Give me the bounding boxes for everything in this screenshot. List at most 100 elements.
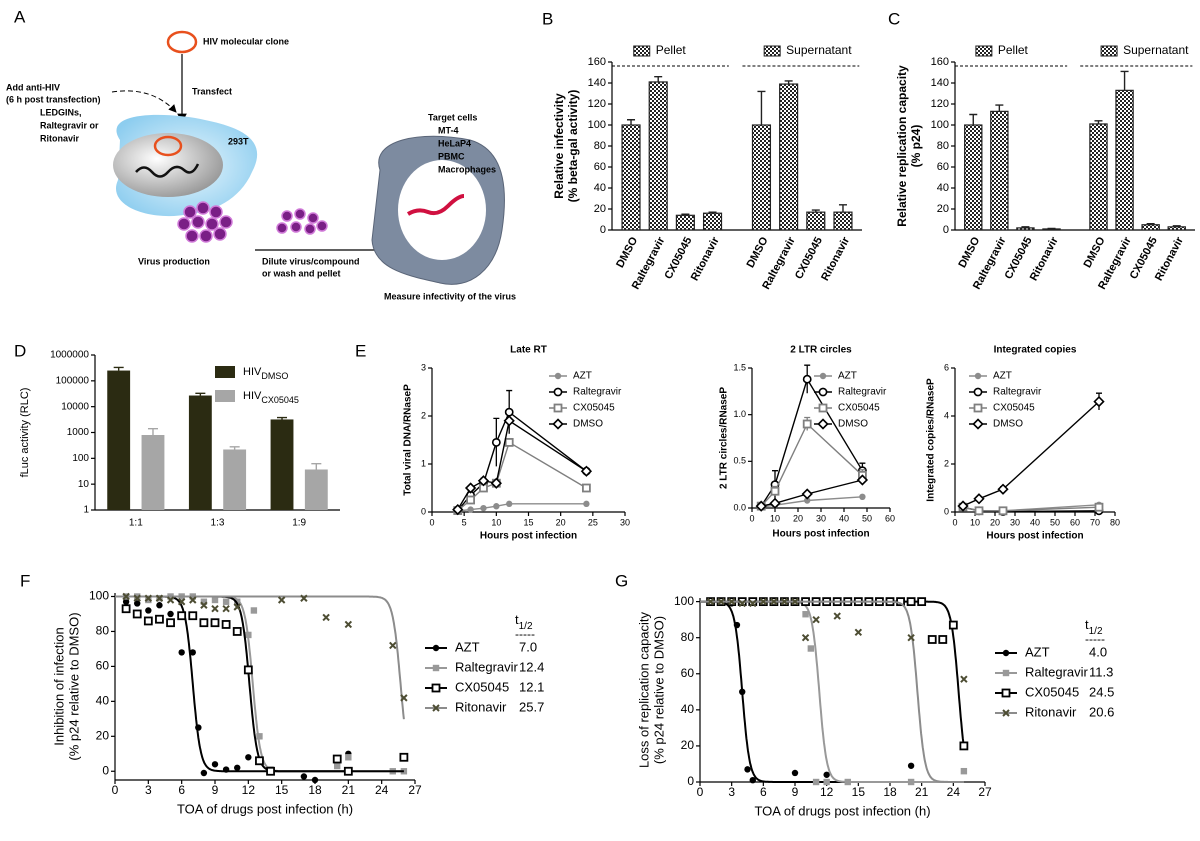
- data-point: [802, 419, 812, 429]
- data-point: [234, 764, 241, 771]
- panel-label: A: [14, 7, 26, 26]
- diagram-label: (6 h post transfection): [6, 94, 101, 104]
- y-tick-label: 40: [96, 694, 110, 708]
- data-point: [300, 594, 308, 602]
- chart-title: 2 LTR circles: [790, 345, 852, 356]
- data-point: [759, 597, 768, 606]
- data-point: [749, 776, 756, 784]
- legend-marker: [553, 403, 563, 413]
- data-point: [802, 611, 809, 618]
- x-tick-label: 27: [408, 783, 422, 797]
- fit-curve: [115, 595, 405, 720]
- data-point: [166, 618, 175, 628]
- data-point: [122, 598, 130, 605]
- data-point: [133, 594, 141, 602]
- data-point: [804, 497, 811, 504]
- diagram-label: Transfect: [192, 86, 232, 96]
- line: [457, 441, 587, 512]
- data-point: [801, 633, 810, 642]
- error-bar: [627, 119, 636, 125]
- error-bar: [229, 446, 240, 450]
- y-tick-label: 0: [943, 224, 949, 236]
- data-point: [211, 596, 219, 604]
- x-tick-label: 18: [883, 785, 897, 799]
- panel-label: E: [355, 341, 366, 360]
- data-point: [222, 766, 230, 773]
- data-point: [266, 766, 275, 776]
- diagram-label: or wash and pellet: [262, 268, 341, 278]
- legend-marker: [973, 403, 983, 413]
- t-half-value: 20.6: [1089, 704, 1114, 719]
- t-half-header: t1/2: [515, 612, 533, 632]
- error-bar: [1120, 70, 1129, 91]
- data-point: [222, 598, 230, 605]
- x-tick-label: 20: [990, 517, 1000, 527]
- data-point: [960, 675, 968, 683]
- data-point: [155, 594, 164, 602]
- x-axis-label: Hours post infection: [480, 531, 577, 542]
- data-point: [749, 599, 757, 608]
- bar: [1089, 123, 1108, 231]
- diagram-label: LEDGINs,: [40, 107, 82, 117]
- data-point: [844, 778, 851, 786]
- legend-label: HIVDMSO: [243, 366, 288, 381]
- y-tick-label: 0: [944, 506, 949, 516]
- x-tick-label: 0: [749, 513, 754, 523]
- bar: [1042, 228, 1061, 231]
- x-axis-label: Hours post infection: [986, 531, 1083, 542]
- data-point: [801, 488, 813, 500]
- x-tick-label: 21: [342, 783, 356, 797]
- data-point: [167, 610, 174, 618]
- y-tick-label: 80: [681, 630, 695, 644]
- y-axis-label: (% p24 relative to DMSO): [651, 616, 666, 764]
- plasmid: [153, 135, 183, 157]
- legend-subscript: DMSO: [261, 371, 288, 381]
- data-point: [927, 635, 937, 644]
- data-point: [343, 766, 353, 776]
- bar: [751, 124, 772, 231]
- x-tick-label: 1:1: [129, 518, 143, 529]
- diagram-label: PBMC: [438, 151, 465, 161]
- y-tick-label: 0: [687, 774, 694, 788]
- error-bar: [757, 90, 766, 125]
- data-point: [145, 596, 152, 604]
- x-tick-label: 60: [1070, 517, 1080, 527]
- legend-label: CX05045: [455, 679, 509, 694]
- data-point: [399, 752, 409, 762]
- data-point: [823, 778, 830, 786]
- legend-label: Raltegravir: [573, 387, 622, 398]
- t-half-rule: -----: [1085, 632, 1105, 646]
- bar: [675, 214, 695, 231]
- data-point: [769, 497, 781, 509]
- x-tick-label: 6: [178, 783, 185, 797]
- y-axis-label: Relative replication capacity: [895, 65, 909, 227]
- t-half-base: t: [1085, 617, 1089, 632]
- data-point: [311, 776, 319, 784]
- legend-label: Raltegravir: [838, 387, 887, 398]
- data-point: [1094, 502, 1104, 512]
- line: [760, 422, 863, 507]
- data-point: [739, 688, 746, 696]
- x-tick-label: DMSO: [745, 235, 771, 270]
- data-point: [166, 596, 175, 604]
- t-half-value: 11.3: [1089, 664, 1113, 679]
- x-tick-label: 6: [760, 785, 767, 799]
- x-tick-label: 21: [915, 785, 929, 799]
- legend-marker: [215, 366, 235, 378]
- data-point: [389, 641, 397, 650]
- x-tick-label: 25: [588, 517, 598, 527]
- legend-marker: [554, 372, 562, 380]
- data-point: [580, 465, 593, 477]
- legend-marker: [972, 418, 984, 430]
- data-point: [974, 506, 984, 516]
- y-tick-label: 1.0: [733, 409, 746, 419]
- y-axis-label: Loss of replication capacity: [636, 611, 651, 768]
- t-half-rule: -----: [515, 627, 535, 641]
- legend-marker: [215, 390, 235, 402]
- data-point: [199, 618, 209, 628]
- data-point: [121, 604, 131, 614]
- data-point: [243, 665, 253, 675]
- t-half-sub: 1/2: [1089, 626, 1103, 637]
- y-tick-label: 100: [72, 453, 89, 464]
- legend-marker: [1002, 649, 1010, 657]
